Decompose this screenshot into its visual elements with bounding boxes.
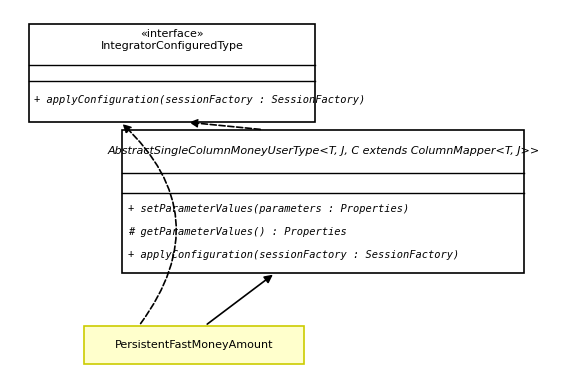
- Text: AbstractSingleColumnMoneyUserType<T, J, C extends ColumnMapper<T, J>>: AbstractSingleColumnMoneyUserType<T, J, …: [107, 146, 540, 156]
- Text: + applyConfiguration(sessionFactory : SessionFactory): + applyConfiguration(sessionFactory : Se…: [34, 95, 365, 105]
- Text: + setParameterValues(parameters : Properties): + setParameterValues(parameters : Proper…: [128, 204, 409, 214]
- FancyBboxPatch shape: [84, 326, 304, 364]
- Text: PersistentFastMoneyAmount: PersistentFastMoneyAmount: [115, 340, 273, 350]
- FancyBboxPatch shape: [122, 130, 524, 273]
- Text: # getParameterValues() : Properties: # getParameterValues() : Properties: [128, 227, 347, 237]
- FancyBboxPatch shape: [29, 24, 315, 122]
- Text: + applyConfiguration(sessionFactory : SessionFactory): + applyConfiguration(sessionFactory : Se…: [128, 250, 459, 260]
- Text: IntegratorConfiguredType: IntegratorConfiguredType: [101, 41, 243, 51]
- Text: «interface»: «interface»: [140, 29, 204, 39]
